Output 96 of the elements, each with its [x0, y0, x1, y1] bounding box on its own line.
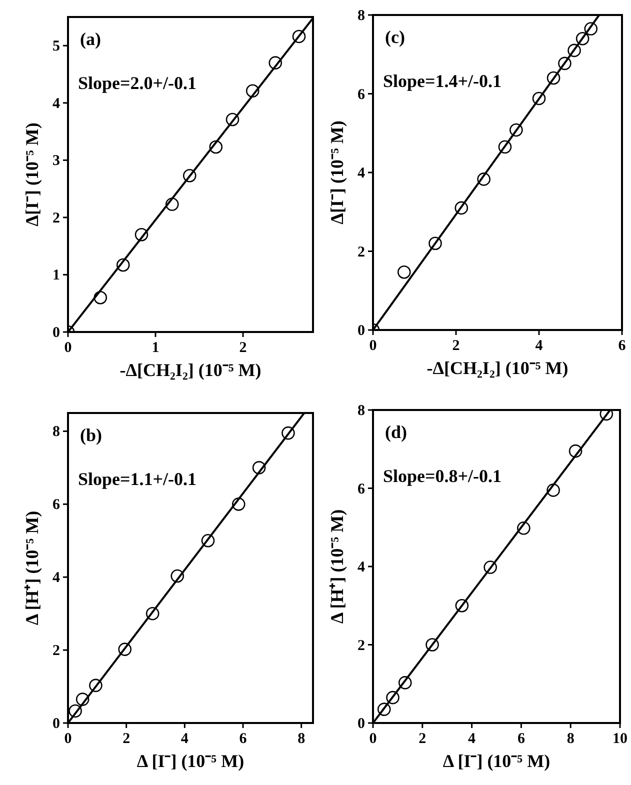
y-tick-label: 4	[52, 570, 60, 586]
y-tick-label: 6	[358, 86, 366, 103]
point	[246, 84, 260, 98]
point	[116, 258, 130, 272]
y-tick-label: 5	[52, 38, 60, 55]
x-tick-label: 2	[239, 340, 247, 356]
point	[532, 92, 546, 106]
point	[576, 32, 590, 46]
point	[118, 642, 132, 656]
x-tick-label: 2	[418, 731, 426, 747]
point	[165, 198, 179, 211]
point	[426, 638, 439, 652]
y-axis-title: Δ[I⁻] (10⁻⁵ M)	[22, 122, 42, 226]
point	[377, 702, 391, 716]
annotation: Slope=1.4+/-0.1	[383, 71, 502, 91]
y-tick-label: 3	[52, 153, 60, 170]
x-tick-label: 6	[517, 731, 526, 747]
y-tick-label: 8	[358, 8, 365, 24]
point	[484, 560, 497, 574]
text: (d)	[385, 422, 408, 442]
y-tick-label: 0	[358, 323, 365, 339]
point	[146, 606, 160, 620]
x-tick-label: 1	[152, 340, 160, 356]
x-tick-label: 4	[468, 731, 476, 747]
point	[170, 569, 184, 583]
point	[428, 236, 442, 250]
x-tick-label: 10	[612, 731, 628, 747]
x-tick-label: 6	[239, 731, 248, 747]
x-tick-label: 2	[452, 338, 460, 354]
point	[232, 498, 246, 511]
y-tick-label: 0	[52, 325, 60, 341]
y-tick-label: 0	[52, 716, 60, 732]
y-tick-label: 1	[52, 268, 60, 284]
point	[68, 704, 82, 718]
point	[510, 123, 523, 137]
point	[386, 690, 400, 704]
point	[182, 168, 196, 182]
y-tick-label: 2	[52, 210, 60, 226]
point	[398, 676, 412, 690]
point	[568, 444, 582, 458]
point	[558, 56, 572, 70]
point	[268, 56, 282, 70]
text: (b)	[80, 425, 102, 445]
y-tick-label: 0	[358, 716, 365, 732]
x-tick-label: 8	[298, 731, 306, 747]
annotation: Slope=2.0+/-0.1	[78, 73, 197, 93]
point	[252, 461, 266, 474]
x-tick-label: 0	[369, 731, 377, 747]
x-tick-label: 2	[122, 731, 130, 747]
x-axis-title: -Δ[CH₂I₂] (10⁻⁵ M)	[120, 360, 262, 380]
x-tick-label: 4	[535, 338, 544, 354]
point	[397, 265, 411, 279]
y-axis-title: Δ[I⁻] (10⁻⁵ M)	[327, 120, 347, 224]
y-axis-title: Δ [H⁺] (10⁻⁵ M)	[327, 509, 347, 624]
y-tick-label: 8	[52, 424, 60, 440]
y-tick-label: 8	[358, 403, 365, 419]
x-tick-label: 0	[64, 340, 72, 356]
annotation: Slope=1.1+/-0.1	[78, 469, 197, 489]
y-tick-label: 2	[52, 643, 60, 660]
y-tick-label: 4	[358, 560, 366, 576]
point	[546, 71, 560, 85]
point	[201, 534, 215, 548]
point	[477, 172, 490, 186]
x-axis-title: Δ [I⁻] (10⁻⁵ M)	[442, 751, 550, 771]
x-tick-label: 6	[618, 338, 626, 354]
point	[76, 692, 90, 706]
x-tick-label: 0	[369, 338, 377, 354]
x-tick-label: 8	[566, 731, 574, 747]
x-axis-title: -Δ[CH₂I₂] (10⁻⁵ M)	[426, 358, 568, 378]
y-axis-title: Δ [H⁺] (10⁻⁵ M)	[22, 510, 42, 626]
point	[498, 140, 512, 154]
y-tick-label: 2	[358, 244, 365, 260]
point	[546, 484, 560, 497]
point	[134, 228, 148, 242]
y-tick-label: 2	[358, 638, 365, 654]
point	[94, 290, 108, 304]
point	[292, 30, 306, 44]
y-tick-label: 6	[52, 497, 60, 514]
y-tick-label: 4	[52, 96, 60, 112]
annotation: Slope=0.8+/-0.1	[383, 466, 502, 486]
point	[568, 44, 581, 58]
point	[455, 598, 469, 612]
y-tick-label: 6	[358, 481, 366, 498]
point	[454, 201, 468, 215]
text: (c)	[385, 27, 405, 47]
point	[282, 426, 295, 440]
text: (a)	[80, 29, 101, 49]
point	[89, 678, 102, 692]
x-tick-label: 4	[180, 731, 189, 747]
x-axis-title: Δ [I⁻] (10⁻⁵ M)	[136, 751, 244, 771]
point	[226, 112, 240, 126]
point	[517, 522, 530, 535]
x-tick-label: 0	[64, 731, 72, 747]
point	[209, 140, 223, 154]
y-tick-label: 4	[358, 166, 366, 182]
point	[584, 22, 598, 36]
